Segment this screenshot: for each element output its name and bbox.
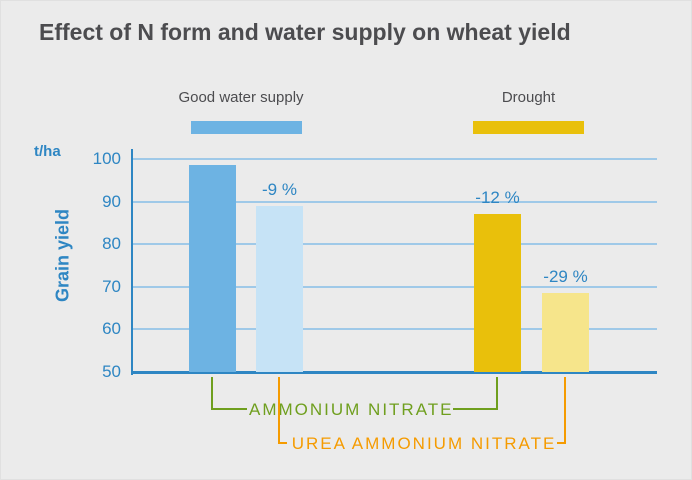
gridline (131, 328, 657, 331)
y-tick-label: 90 (102, 191, 121, 211)
annotation-ammonium-nitrate-label: AMMONIUM NITRATE (249, 400, 454, 419)
gridline (131, 158, 657, 160)
bar-2 (256, 205, 303, 372)
gridline (131, 200, 657, 203)
bar-1 (189, 165, 236, 372)
gridline (131, 371, 657, 374)
y-tick-label: 60 (102, 319, 121, 339)
legend-good-water-swatch (191, 121, 302, 134)
y-axis-unit-label: t/ha (34, 143, 61, 160)
bar-value-label-4: -29 % (543, 267, 588, 287)
y-tick-label: 50 (102, 362, 121, 381)
gridline (131, 243, 657, 246)
bracket-line-right-horizontal (557, 442, 566, 444)
bracket-line-left-vertical (211, 377, 213, 410)
legend-drought-swatch (473, 121, 584, 134)
annotation-urea-ammonium-nitrate-label: UREA AMMONIUM NITRATE (291, 434, 557, 453)
bracket-line-right-vertical (564, 377, 566, 444)
legend-good-water-label: Good water supply (178, 89, 304, 106)
page-title: Effect of N form and water supply on whe… (39, 19, 571, 45)
bar-value-label-3: -12 % (475, 188, 520, 208)
bracket-line-left-horizontal (278, 442, 287, 444)
bar-value-label-2: -9 % (262, 179, 297, 199)
y-axis-line (131, 149, 133, 375)
bracket-line-right-vertical (496, 377, 498, 410)
y-tick-label: 70 (102, 276, 121, 296)
bar-3 (474, 214, 521, 372)
bracket-line-left-horizontal (211, 408, 247, 410)
bracket-line-right-horizontal (453, 408, 498, 410)
gridline (131, 285, 657, 288)
y-tick-label: 80 (102, 234, 121, 254)
legend-drought-label: Drought (501, 89, 556, 106)
bar-4 (542, 293, 589, 372)
bracket-line-left-vertical (278, 377, 280, 444)
y-tick-label: 100 (92, 149, 121, 168)
